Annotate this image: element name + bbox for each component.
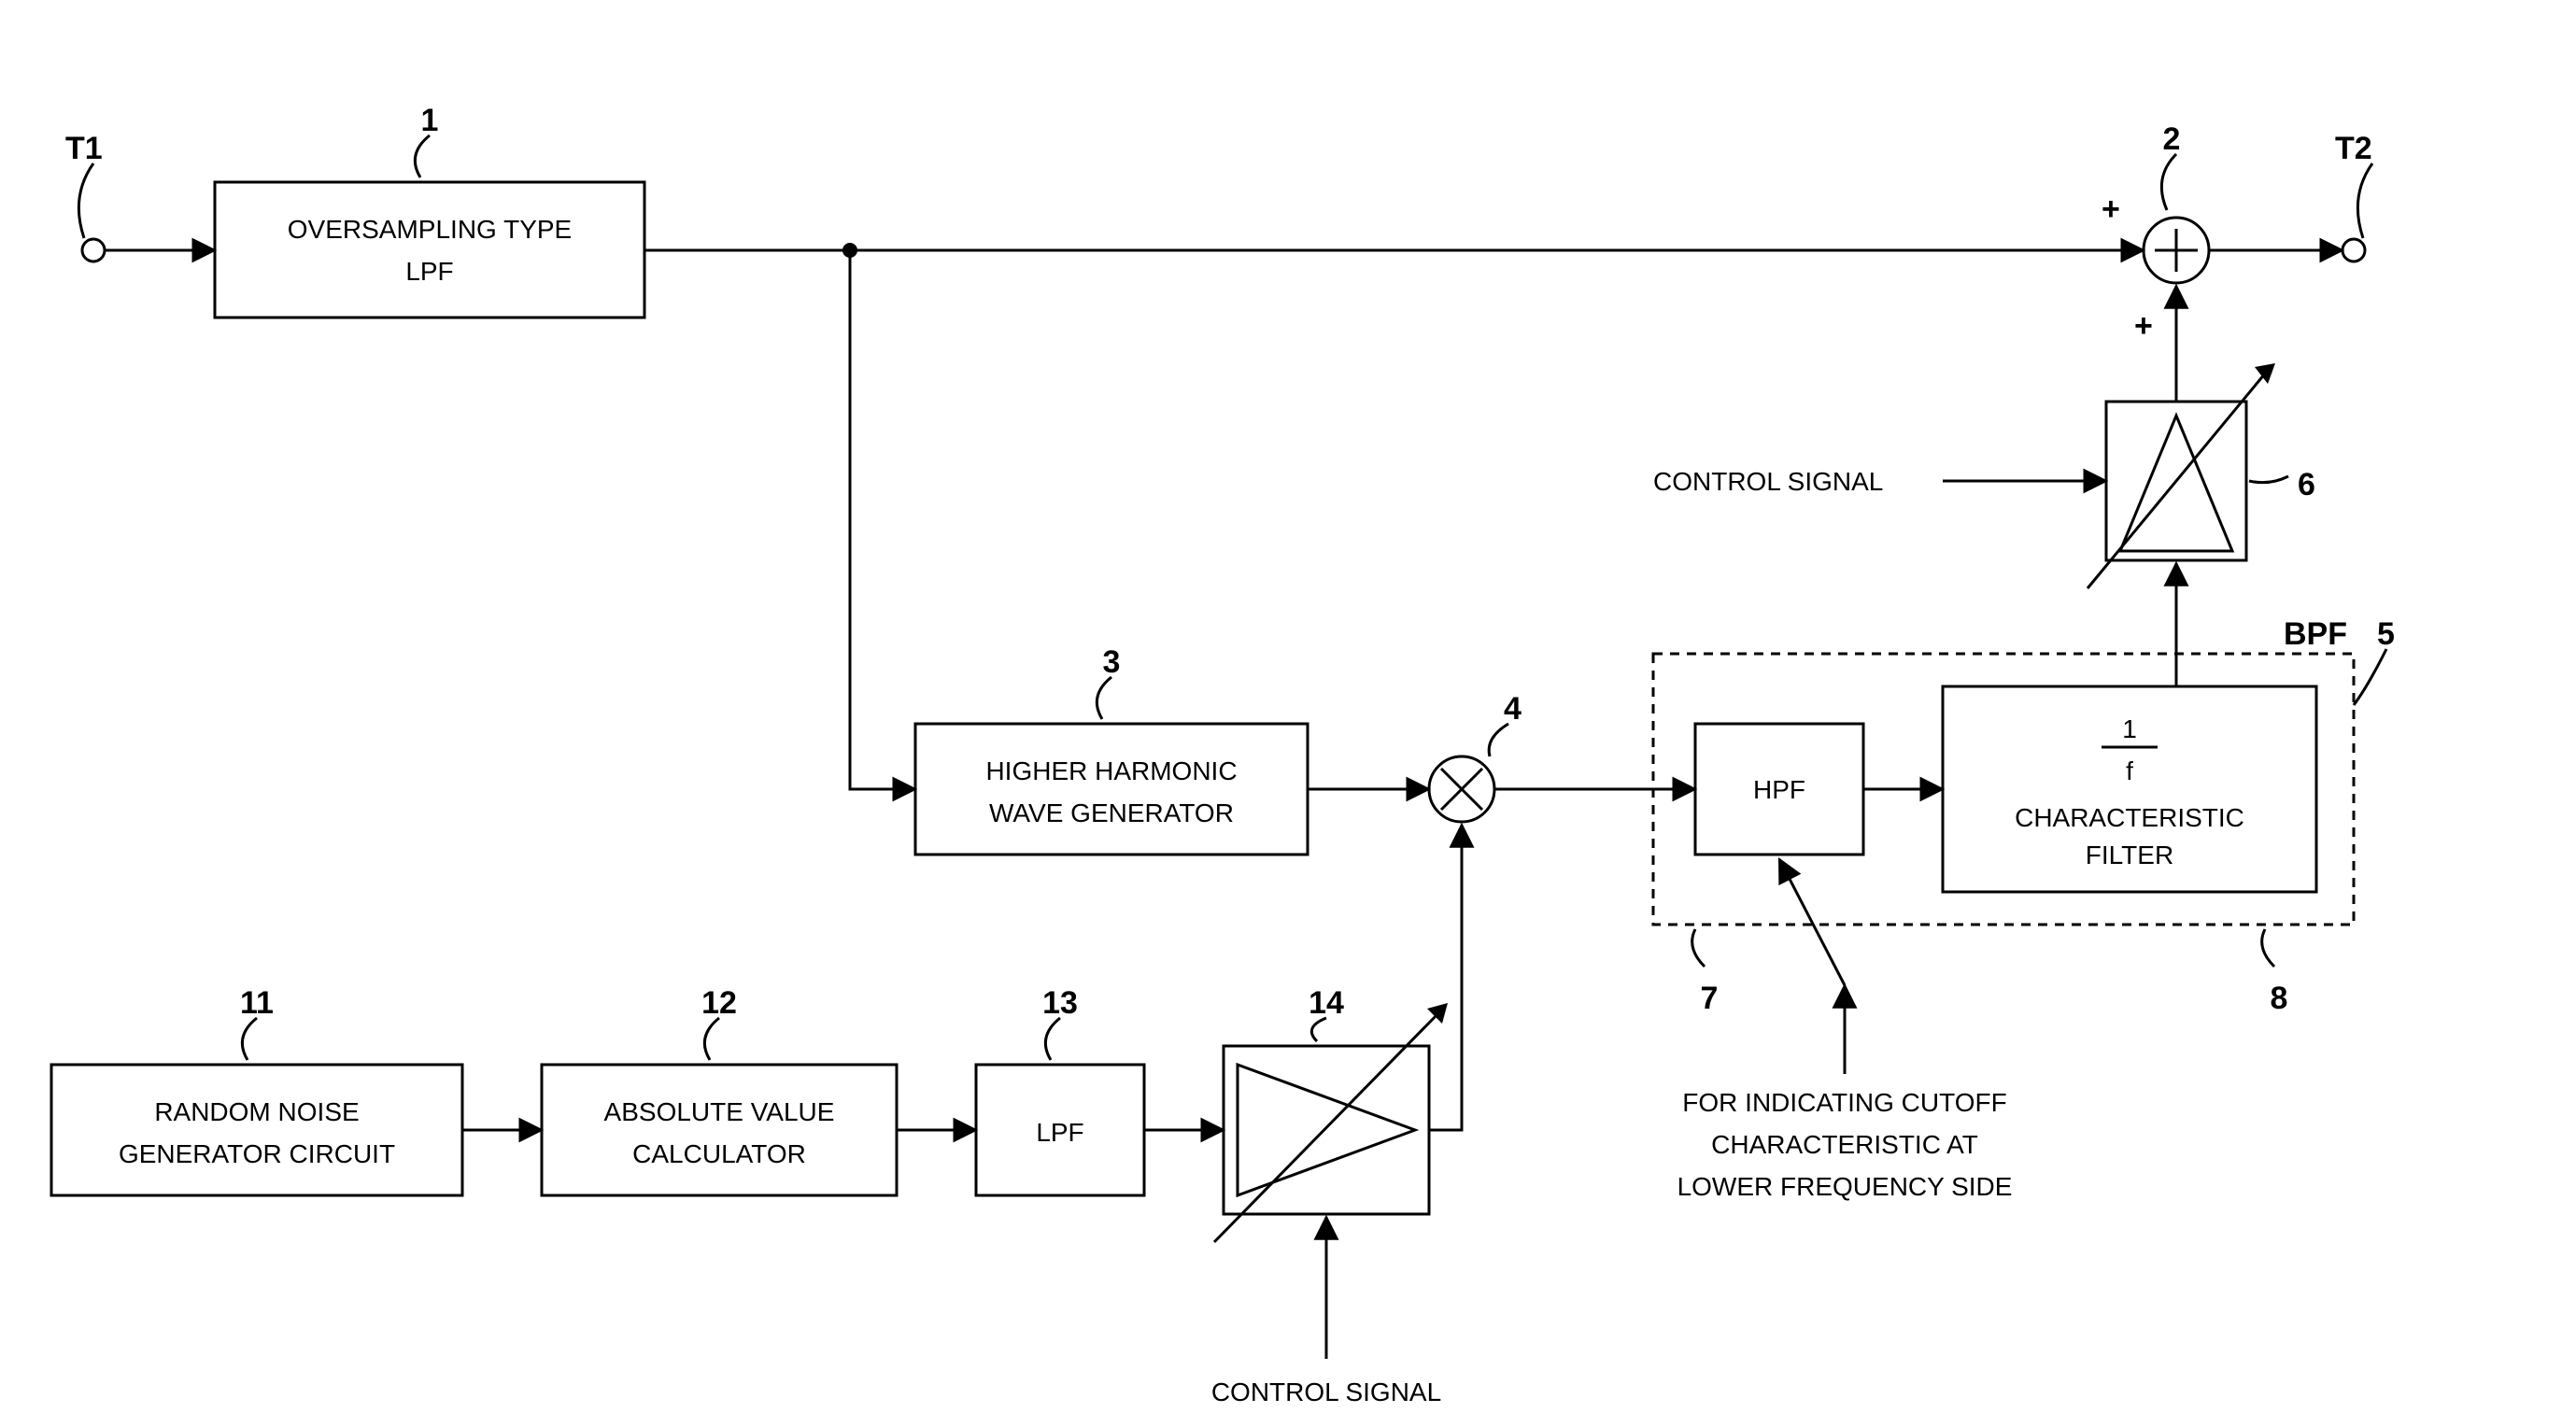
block-12-ref: 12 xyxy=(701,985,737,1021)
signal-block-diagram: T1 T2 OVERSAMPLING TYPE LPF 1 + + 2 6 CO… xyxy=(0,0,2576,1427)
terminal-t1-label: T1 xyxy=(65,131,103,166)
control-signal-to-amp14: CONTROL SIGNAL xyxy=(1211,1217,1441,1406)
adder-plus-bot: + xyxy=(2134,308,2153,344)
hpf-note-3: LOWER FREQUENCY SIDE xyxy=(1677,1172,2013,1201)
adder-node: + + 2 xyxy=(2102,121,2209,344)
terminal-t1: T1 xyxy=(65,131,105,261)
control-signal-bot-label: CONTROL SIGNAL xyxy=(1211,1378,1441,1406)
bpf-ref: 5 xyxy=(2377,616,2395,652)
block-oversampling-lpf: OVERSAMPLING TYPE LPF 1 xyxy=(215,103,644,318)
block-8-num: 1 xyxy=(2122,714,2137,743)
mult-ref: 4 xyxy=(1504,691,1522,727)
block-12-line1: ABSOLUTE VALUE xyxy=(604,1097,835,1126)
block-8-line2: FILTER xyxy=(2086,841,2173,869)
block-1-line1: OVERSAMPLING TYPE xyxy=(288,215,572,244)
block-lpf-13: LPF 13 xyxy=(976,985,1144,1195)
variable-amp-14: 14 xyxy=(1214,985,1448,1242)
bpf-label: BPF xyxy=(2284,616,2347,652)
block-1-line2: LPF xyxy=(405,257,453,286)
adder-ref: 2 xyxy=(2163,121,2181,157)
amp-14-ref: 14 xyxy=(1309,985,1344,1021)
block-random-noise: RANDOM NOISE GENERATOR CIRCUIT 11 xyxy=(51,985,462,1195)
multiplier-node: 4 xyxy=(1429,691,1522,822)
block-3-line1: HIGHER HARMONIC xyxy=(985,756,1237,785)
block-char-filter: 1 f CHARACTERISTIC FILTER 8 xyxy=(1943,686,2316,1016)
block-8-den: f xyxy=(2126,756,2133,785)
block-7-line1: HPF xyxy=(1753,775,1805,804)
block-13-ref: 13 xyxy=(1042,985,1078,1021)
hpf-note-1: FOR INDICATING CUTOFF xyxy=(1682,1088,2006,1117)
terminal-t2: T2 xyxy=(2335,131,2372,261)
block-12-line2: CALCULATOR xyxy=(632,1139,806,1168)
hpf-note: FOR INDICATING CUTOFF CHARACTERISTIC AT … xyxy=(1677,859,2013,1201)
block-abs-value: ABSOLUTE VALUE CALCULATOR 12 xyxy=(542,985,897,1195)
variable-amp-6: 6 xyxy=(2088,363,2315,588)
control-signal-to-amp6: CONTROL SIGNAL xyxy=(1653,467,2106,496)
block-3-line2: WAVE GENERATOR xyxy=(989,798,1234,827)
block-11-line1: RANDOM NOISE xyxy=(154,1097,359,1126)
block-8-ref: 8 xyxy=(2271,981,2288,1016)
adder-plus-left: + xyxy=(2102,191,2120,227)
block-13-line1: LPF xyxy=(1036,1118,1083,1147)
block-11-line2: GENERATOR CIRCUIT xyxy=(119,1139,395,1168)
block-7-ref: 7 xyxy=(1701,981,1719,1016)
block-1-ref: 1 xyxy=(421,103,439,138)
amp-6-ref: 6 xyxy=(2298,467,2315,502)
block-8-line1: CHARACTERISTIC xyxy=(2015,803,2244,832)
block-3-ref: 3 xyxy=(1103,644,1121,680)
terminal-t2-label: T2 xyxy=(2335,131,2372,166)
control-signal-left-label: CONTROL SIGNAL xyxy=(1653,467,1883,496)
block-higher-harmonic: HIGHER HARMONIC WAVE GENERATOR 3 xyxy=(915,644,1308,855)
block-11-ref: 11 xyxy=(240,985,274,1021)
hpf-note-2: CHARACTERISTIC AT xyxy=(1711,1130,1978,1159)
